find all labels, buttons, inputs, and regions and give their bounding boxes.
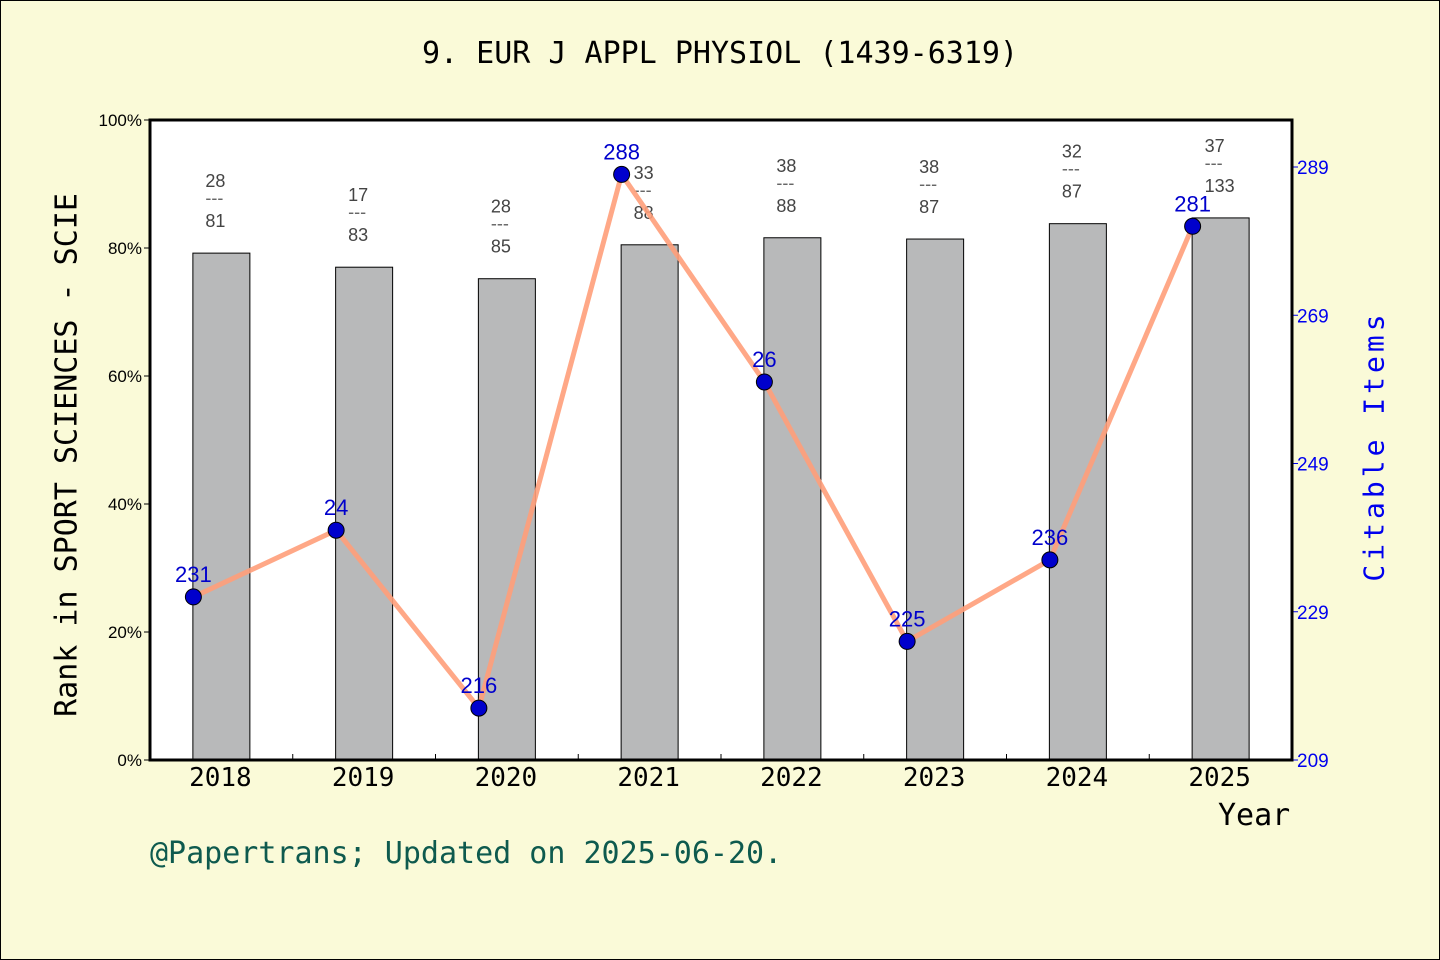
citable-label-2024: 236 (1032, 525, 1069, 550)
bar-2022 (763, 237, 822, 761)
rank-label-2019: 17--- 83 (348, 185, 368, 245)
marker-2018 (184, 588, 202, 606)
rank-label-2022: 38--- 88 (776, 156, 796, 216)
svg-text:---: --- (205, 188, 223, 208)
svg-text:28: 28 (205, 171, 225, 191)
citable-label-2020: 216 (461, 673, 498, 698)
y-tick-left: 20% (108, 623, 142, 642)
svg-text:87: 87 (919, 197, 939, 217)
svg-text:---: --- (348, 202, 366, 222)
rank-label-2020: 28--- 85 (491, 197, 511, 257)
marker-2023 (898, 632, 916, 650)
rank-label-2023: 38--- 87 (919, 157, 939, 217)
plot-area (150, 120, 1292, 760)
svg-text:---: --- (491, 214, 509, 234)
citable-label-2025: 281 (1174, 191, 1211, 216)
marker-2020 (470, 699, 488, 717)
svg-text:---: --- (776, 173, 794, 193)
bar-2025 (1191, 217, 1250, 761)
citable-label-2023: 225 (889, 606, 926, 631)
citable-label-2022: 26 (752, 347, 776, 372)
marker-2022 (755, 373, 773, 391)
marker-2019 (327, 521, 345, 539)
svg-text:81: 81 (205, 211, 225, 231)
svg-text:38: 38 (919, 157, 939, 177)
marker-2025 (1184, 217, 1202, 235)
x-tick-2023: 2023 (903, 763, 966, 793)
bar-2019 (335, 266, 394, 761)
rank-label-2018: 28--- 81 (205, 171, 225, 231)
axis-ticks: 0% 20% 40% 60% 80% 100% 209 229 249 269 289 2018 201… (99, 111, 1329, 793)
citable-label-2021: 288 (603, 139, 640, 164)
svg-text:37: 37 (1205, 136, 1225, 156)
svg-text:32: 32 (1062, 142, 1082, 162)
y-tick-left: 100% (99, 111, 142, 130)
svg-text:83: 83 (348, 225, 368, 245)
citable-items-line (192, 168, 1195, 714)
bar-2021 (620, 244, 679, 761)
svg-text:88: 88 (776, 196, 796, 216)
rank-label-2025: 37--- 133 (1205, 136, 1235, 196)
y-tick-right: 269 (1297, 306, 1329, 327)
x-tick-2018: 2018 (189, 763, 252, 793)
x-tick-2019: 2019 (332, 763, 395, 793)
rank-label-2024: 32--- 87 (1062, 142, 1082, 202)
svg-text:87: 87 (1062, 182, 1082, 202)
marker-2024 (1041, 551, 1059, 569)
svg-text:---: --- (1205, 153, 1223, 173)
x-tick-2025: 2025 (1188, 763, 1251, 793)
y-tick-right: 249 (1297, 455, 1329, 476)
svg-text:---: --- (919, 174, 937, 194)
y-tick-left: 80% (108, 239, 142, 258)
svg-text:33: 33 (634, 163, 654, 183)
svg-text:38: 38 (776, 156, 796, 176)
x-tick-2020: 2020 (475, 763, 538, 793)
y-tick-right: 289 (1297, 158, 1329, 179)
bar-2018 (192, 252, 251, 761)
svg-text:85: 85 (491, 237, 511, 257)
axes (148, 118, 1294, 762)
line-series: 231 24 216 288 26 225 236 281 (175, 139, 1211, 717)
svg-text:---: --- (1062, 159, 1080, 179)
y-tick-right: 229 (1297, 603, 1329, 624)
x-tick-2022: 2022 (760, 763, 823, 793)
svg-text:17: 17 (348, 185, 368, 205)
svg-text:133: 133 (1205, 176, 1235, 196)
chart-title: 9. EUR J APPL PHYSIOL (1439-6319) (421, 36, 1019, 71)
x-tick-2021: 2021 (617, 763, 680, 793)
footer-credit: @Papertrans; Updated on 2025-06-20. (150, 836, 783, 871)
svg-text:28: 28 (491, 197, 511, 217)
marker-2021 (613, 165, 631, 183)
x-tick-2024: 2024 (1046, 763, 1109, 793)
citable-label-2018: 231 (175, 562, 212, 587)
y-tick-left: 40% (108, 495, 142, 514)
y-tick-right: 209 (1297, 751, 1329, 772)
citable-label-2019: 24 (324, 495, 348, 520)
y-tick-left: 60% (108, 367, 142, 386)
y-tick-left: 0% (117, 751, 142, 770)
x-axis-label: Year (1218, 798, 1291, 833)
bar-2023 (906, 238, 965, 761)
